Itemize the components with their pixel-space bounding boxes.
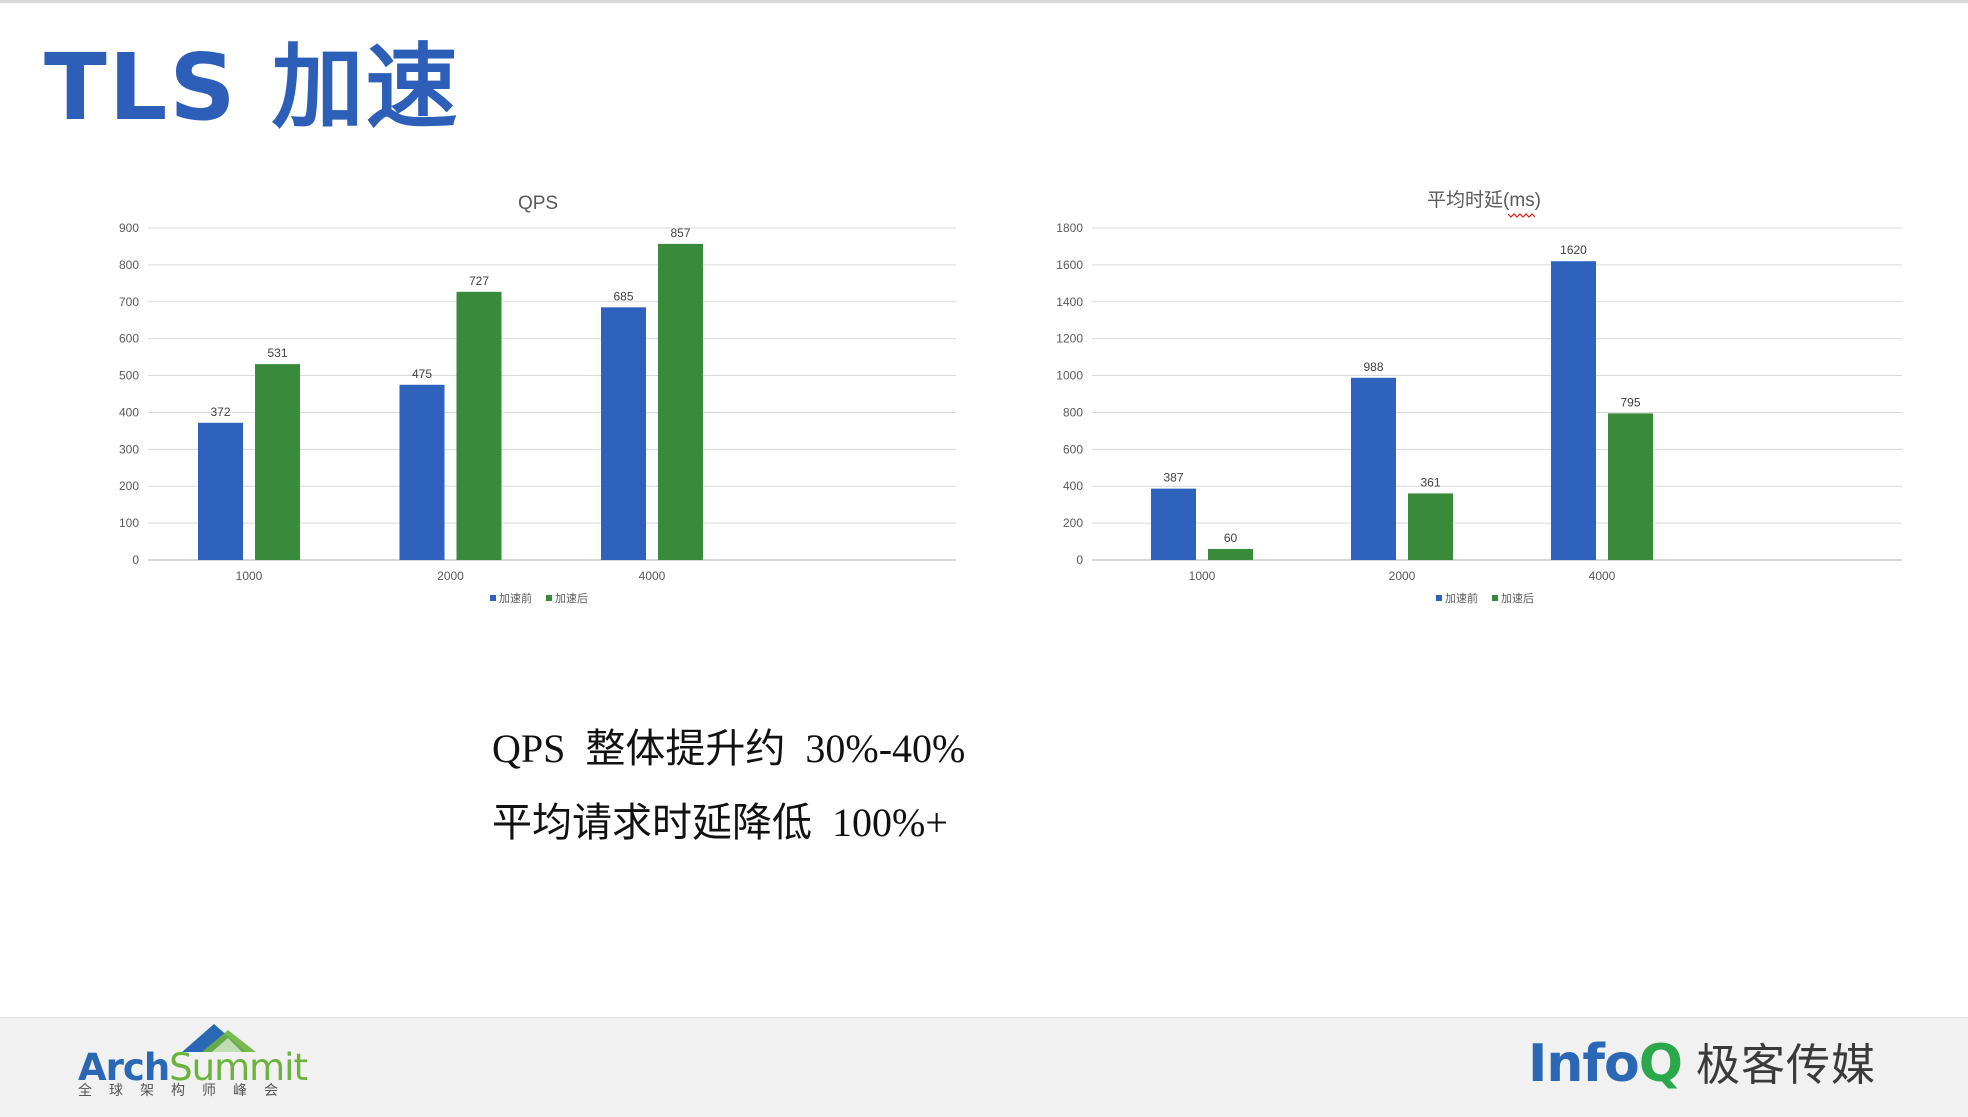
bar-after — [456, 291, 502, 560]
data-label: 1620 — [1560, 243, 1587, 257]
data-label: 795 — [1620, 395, 1640, 409]
y-tick-label: 800 — [119, 258, 139, 272]
y-tick-label: 500 — [119, 369, 139, 383]
bar-before — [399, 384, 445, 560]
y-tick-label: 1800 — [1056, 221, 1083, 235]
infoq-wordmark-q: Q — [1638, 1034, 1683, 1094]
y-tick-label: 300 — [119, 442, 139, 456]
data-label: 475 — [412, 367, 432, 381]
x-tick-label: 1000 — [236, 569, 263, 583]
legend-swatch — [490, 595, 496, 601]
legend-label: 加速前 — [499, 591, 532, 605]
bar-after — [658, 243, 703, 560]
footer-bar — [0, 1017, 1968, 1117]
bar-before — [601, 307, 646, 560]
bar-before — [1551, 261, 1596, 560]
infoq-logo: InfoQ 极客传媒 — [1528, 1032, 1928, 1102]
data-label: 988 — [1363, 360, 1383, 374]
y-tick-label: 0 — [1076, 553, 1083, 567]
y-tick-label: 900 — [119, 221, 139, 235]
data-label: 857 — [670, 226, 690, 240]
x-tick-label: 4000 — [1589, 569, 1616, 583]
spellcheck-underline — [1507, 213, 1536, 218]
x-tick-label: 2000 — [437, 569, 464, 583]
bar-before — [198, 422, 243, 560]
summary: QPS 整体提升约 30%-40% 平均请求时延降低 100%+ — [492, 712, 965, 860]
x-tick-label: 4000 — [639, 569, 666, 583]
y-tick-label: 200 — [1063, 516, 1083, 530]
x-tick-label: 2000 — [1389, 569, 1416, 583]
y-tick-label: 1600 — [1056, 258, 1083, 272]
archsummit-subtitle: 全球架构师峰会 — [78, 1083, 295, 1099]
legend-label: 加速前 — [1445, 591, 1478, 605]
y-tick-label: 600 — [119, 332, 139, 346]
y-tick-label: 400 — [1063, 479, 1083, 493]
slide-title: TLS 加速 — [44, 34, 460, 141]
data-label: 387 — [1163, 471, 1183, 485]
bar-after — [1408, 493, 1453, 560]
archsummit-logo: ArchSummit 全球架构师峰会 — [78, 1022, 308, 1110]
summary-line-qps: QPS 整体提升约 30%-40% — [492, 726, 966, 771]
data-label: 361 — [1420, 475, 1440, 489]
infoq-wordmark: InfoQ — [1528, 1034, 1683, 1094]
y-tick-label: 800 — [1063, 405, 1083, 419]
infoq-chinese-name: 极客传媒 — [1696, 1040, 1876, 1091]
summary-line-latency: 平均请求时延降低 100%+ — [492, 800, 948, 845]
archsummit-wordmark: ArchSummit — [78, 1046, 308, 1090]
chart-title: 平均时延(ms) — [1427, 189, 1541, 211]
legend-label: 加速后 — [555, 592, 588, 605]
top-rule — [0, 0, 1968, 3]
bar-after — [1208, 548, 1253, 560]
bar-after — [1608, 413, 1653, 560]
data-label: 685 — [613, 289, 633, 303]
legend-swatch — [1492, 595, 1498, 601]
data-label: 727 — [469, 274, 489, 288]
legend-swatch — [546, 595, 552, 601]
legend-swatch — [1436, 595, 1442, 601]
bar-before — [1151, 488, 1196, 560]
y-tick-label: 100 — [119, 516, 139, 530]
mountain-icon — [182, 1024, 256, 1052]
latency-chart: 平均时延(ms) 0 200 400 600 800 1000 1200 1400 1600 180… — [1056, 189, 1902, 605]
legend-label: 加速后 — [1501, 592, 1534, 605]
y-tick-label: 600 — [1063, 442, 1083, 456]
x-tick-label: 1000 — [1189, 569, 1216, 583]
data-label: 372 — [210, 405, 230, 419]
bar-before — [1351, 377, 1396, 560]
archsummit-wordmark-summit: Summit — [169, 1046, 308, 1089]
y-tick-label: 0 — [132, 553, 139, 567]
bar-after — [255, 364, 300, 560]
infoq-wordmark-info: Info — [1528, 1034, 1640, 1094]
qps-chart: QPS 0 100 200 300 400 500 600 700 800 900 372 531 100… — [119, 193, 956, 605]
y-tick-label: 1000 — [1056, 369, 1083, 383]
archsummit-wordmark-arch: Arch — [78, 1046, 170, 1089]
data-label: 531 — [267, 346, 287, 360]
y-tick-label: 1200 — [1056, 332, 1083, 346]
y-tick-label: 200 — [119, 479, 139, 493]
data-label: 60 — [1224, 531, 1238, 545]
y-tick-label: 400 — [119, 405, 139, 419]
y-tick-label: 700 — [119, 295, 139, 309]
chart-title: QPS — [518, 193, 558, 214]
y-tick-label: 1400 — [1056, 295, 1083, 309]
